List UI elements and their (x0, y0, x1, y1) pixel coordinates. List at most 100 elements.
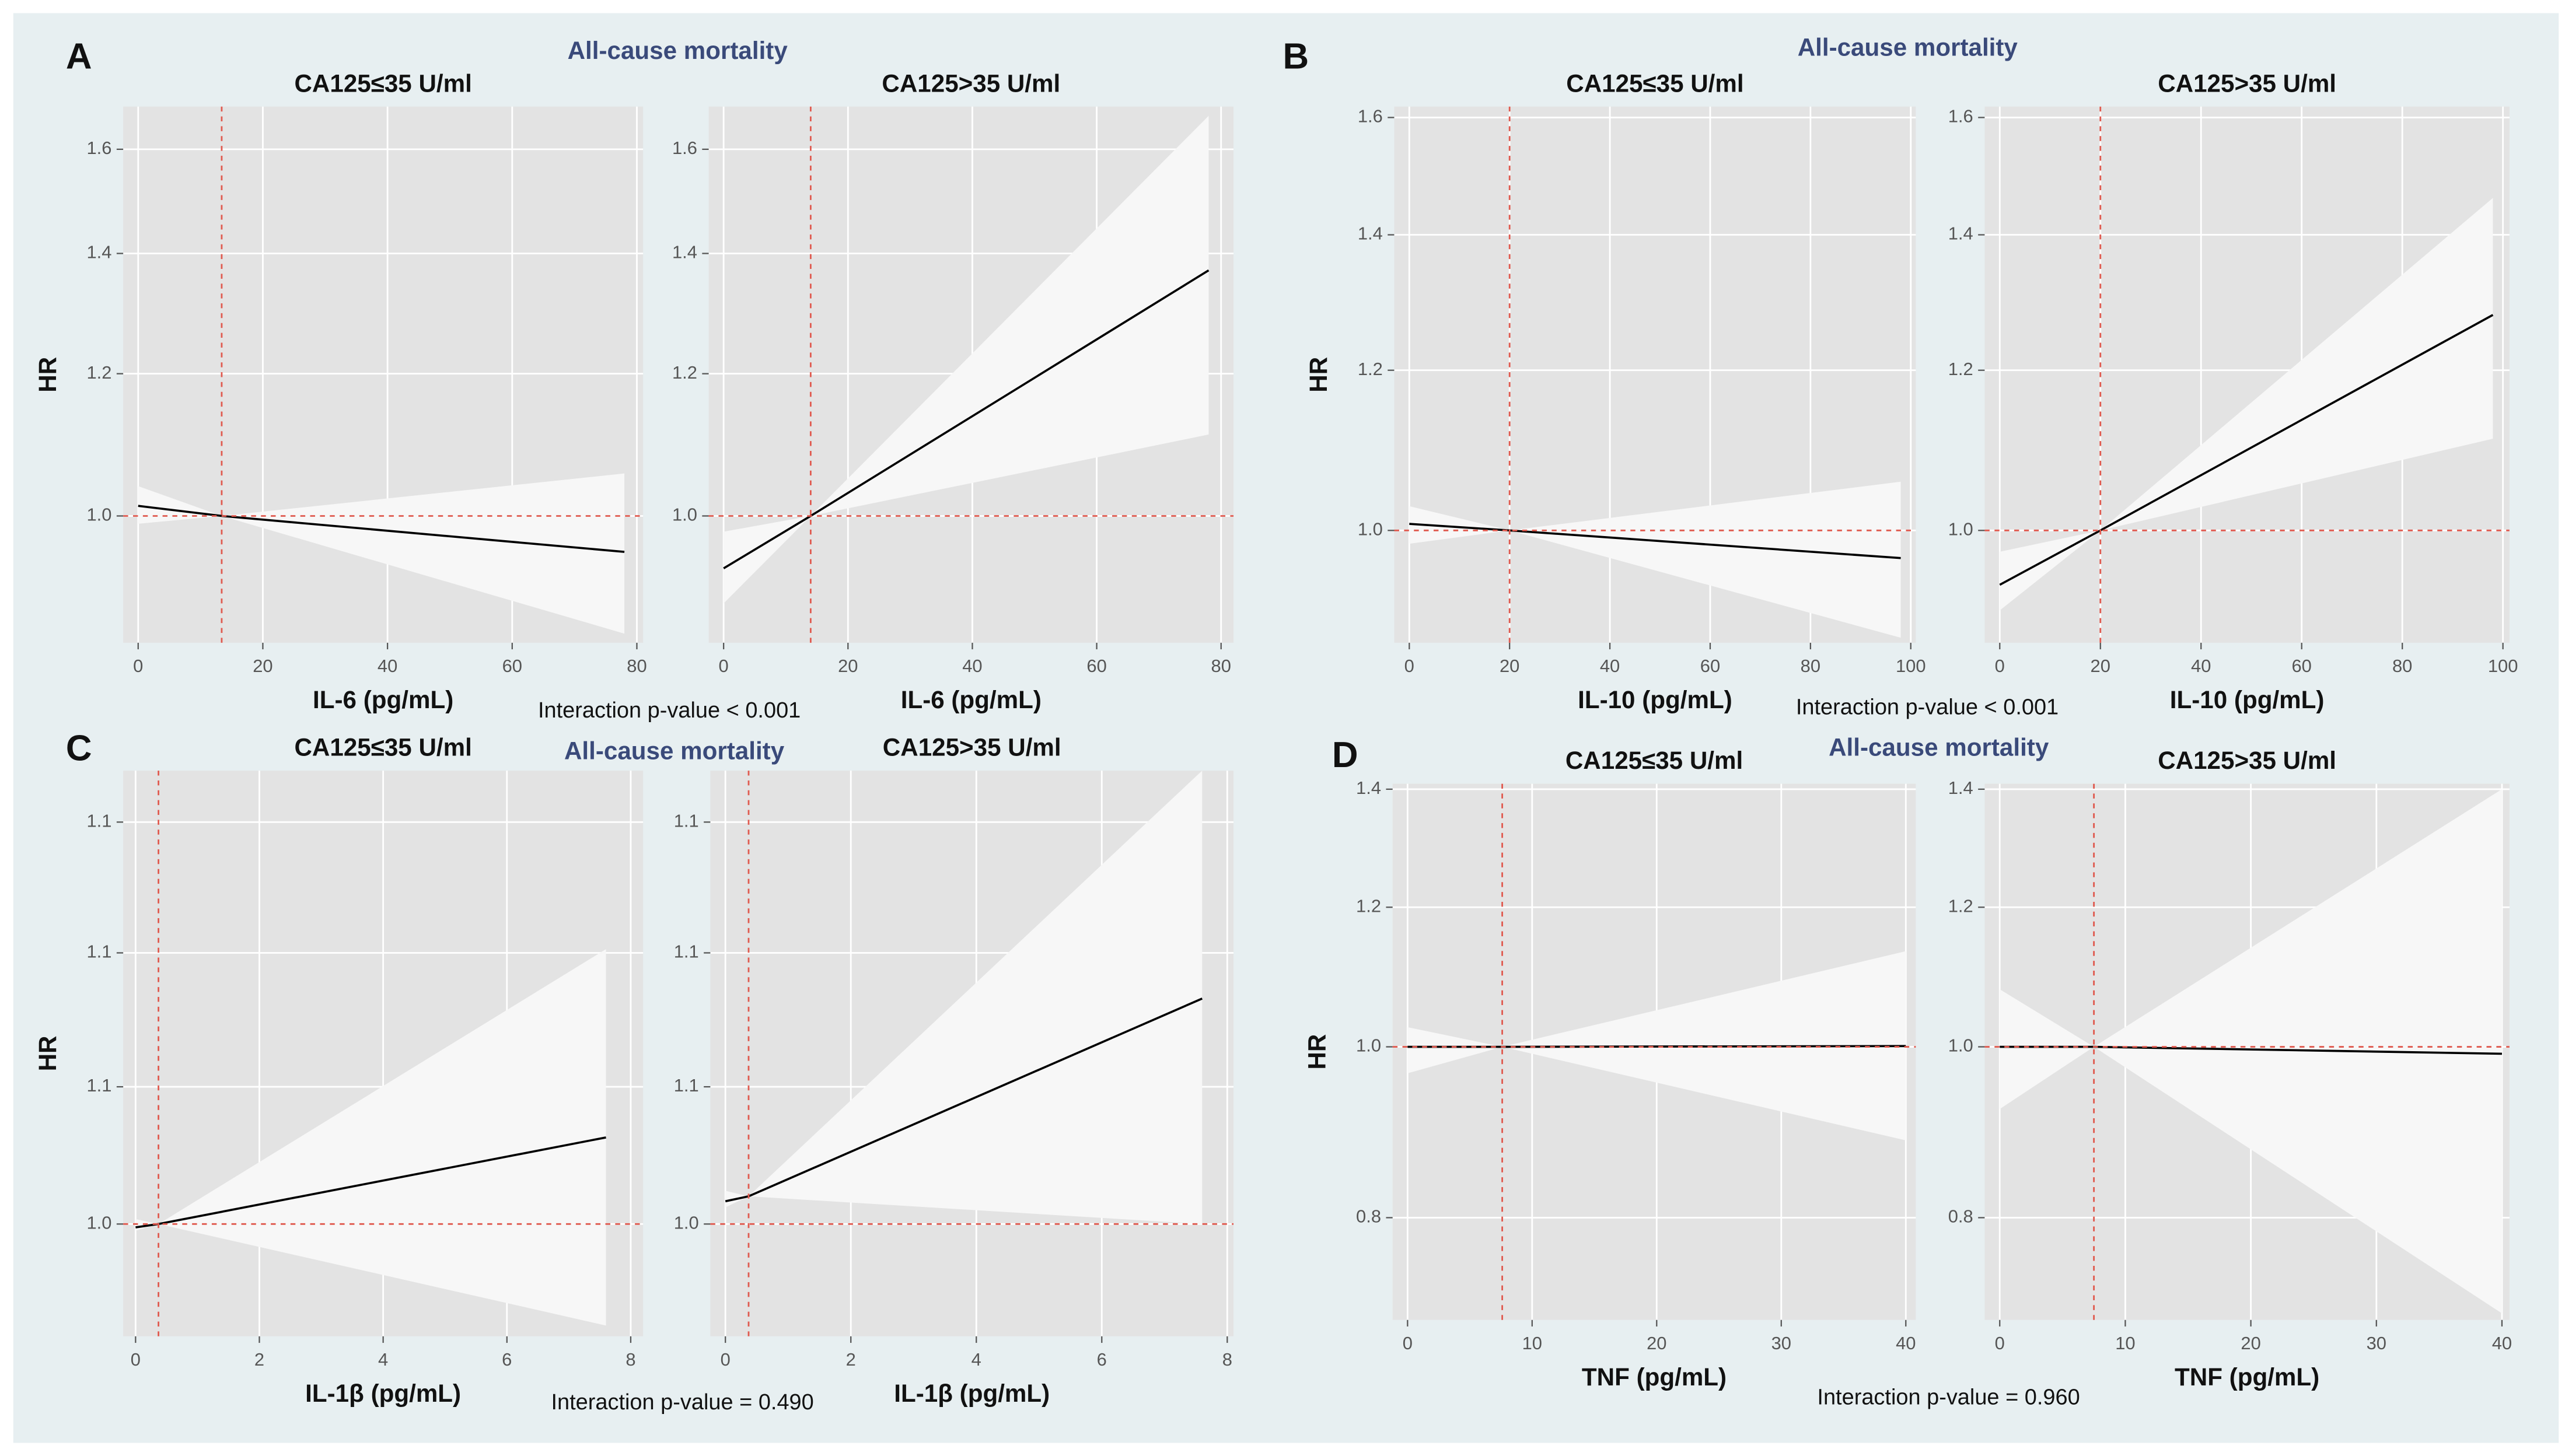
x-tick-label: 80 (2392, 656, 2412, 676)
x-tick-label: 40 (1896, 1333, 1916, 1353)
chart-title: CA125>35 U/ml (883, 734, 1061, 761)
y-tick-label: 1.1 (86, 810, 111, 831)
y-tick-label: 1.6 (86, 138, 111, 158)
interaction-note: Interaction p-value = 0.490 (551, 1390, 813, 1415)
chart-title: CA125>35 U/ml (882, 69, 1060, 97)
y-tick-label: 1.0 (1948, 1035, 1973, 1056)
y-tick-label: 1.2 (672, 362, 697, 383)
panel-letter: C (66, 729, 92, 769)
x-tick-label: 0 (721, 1349, 731, 1370)
y-tick-label: 0.8 (1948, 1206, 1973, 1227)
x-tick-label: 40 (1600, 656, 1620, 676)
y-tick-label: 1.6 (672, 138, 697, 158)
y-tick-label: 1.0 (1358, 519, 1383, 539)
panel-letter: A (66, 37, 92, 77)
x-tick-label: 30 (2367, 1333, 2386, 1353)
x-tick-label: 60 (502, 656, 522, 676)
y-tick-label: 1.4 (1948, 223, 1973, 244)
panel-letter: B (1283, 37, 1309, 77)
confidence-band (725, 771, 1203, 1224)
x-tick-label: 0 (719, 656, 729, 676)
x-tick-label: 20 (2241, 1333, 2260, 1353)
y-tick-label: 1.4 (672, 242, 697, 262)
y-tick-label: 1.2 (1948, 359, 1973, 379)
x-tick-label: 6 (502, 1349, 512, 1370)
y-tick-label: 1.2 (1356, 895, 1381, 916)
x-tick-label: 60 (1086, 656, 1106, 676)
y-tick-label: 1.4 (86, 242, 111, 262)
x-tick-label: 0 (1404, 656, 1414, 676)
x-tick-label: 40 (2492, 1333, 2512, 1353)
panel-heading: All-cause mortality (1798, 33, 2018, 61)
x-tick-label: 4 (378, 1349, 388, 1370)
y-tick-label: 1.4 (1356, 778, 1381, 798)
x-tick-label: 40 (962, 656, 982, 676)
x-tick-label: 100 (1896, 656, 1926, 676)
y-tick-label: 0.8 (1356, 1206, 1381, 1227)
y-tick-label: 1.2 (86, 362, 111, 383)
x-tick-label: 8 (625, 1349, 635, 1370)
y-tick-label: 1.0 (672, 505, 697, 525)
x-tick-label: 8 (1222, 1349, 1232, 1370)
confidence-band (724, 116, 1209, 604)
y-tick-label: 1.4 (1358, 223, 1383, 244)
confidence-band (1409, 481, 1901, 638)
x-axis-label: IL-10 (pg/mL) (1578, 686, 1732, 713)
panel-heading: All-cause mortality (568, 37, 788, 64)
y-axis-label: HR (34, 1036, 61, 1072)
panel-heading: All-cause mortality (564, 737, 785, 764)
x-tick-label: 80 (1801, 656, 1820, 676)
chart-title: CA125>35 U/ml (2158, 747, 2336, 774)
y-tick-label: 1.0 (674, 1213, 699, 1233)
x-tick-label: 4 (972, 1349, 981, 1370)
x-tick-label: 0 (1403, 1333, 1413, 1353)
x-axis-label: IL-6 (pg/mL) (901, 686, 1042, 713)
x-tick-label: 6 (1097, 1349, 1107, 1370)
confidence-band (2000, 789, 2502, 1314)
x-tick-label: 60 (1700, 656, 1720, 676)
y-tick-label: 1.2 (1948, 895, 1973, 916)
x-axis-label: TNF (pg/mL) (2175, 1363, 2319, 1391)
x-axis-label: IL-1β (pg/mL) (305, 1380, 461, 1407)
x-tick-label: 20 (1500, 656, 1519, 676)
x-axis-label: TNF (pg/mL) (1582, 1363, 1727, 1391)
interaction-note: Interaction p-value < 0.001 (1796, 695, 2059, 719)
y-tick-label: 1.1 (86, 1075, 111, 1096)
y-tick-label: 1.0 (1948, 519, 1973, 539)
x-tick-label: 0 (1995, 656, 2005, 676)
interaction-note: Interaction p-value < 0.001 (538, 698, 801, 723)
x-tick-label: 0 (131, 1349, 141, 1370)
chart-title: CA125≤35 U/ml (294, 734, 471, 761)
y-axis-label: HR (34, 357, 61, 393)
x-tick-label: 2 (254, 1349, 264, 1370)
y-tick-label: 1.0 (86, 505, 111, 525)
x-tick-label: 80 (627, 656, 647, 676)
panel-letter: D (1332, 735, 1358, 775)
chart-title: CA125≤35 U/ml (1565, 747, 1743, 774)
chart-title: CA125≤35 U/ml (294, 69, 471, 97)
x-tick-label: 10 (2115, 1333, 2135, 1353)
y-tick-label: 1.1 (674, 810, 699, 831)
x-tick-label: 2 (846, 1349, 856, 1370)
y-tick-label: 1.1 (674, 1075, 699, 1096)
confidence-band (135, 949, 606, 1326)
y-tick-label: 1.0 (86, 1213, 111, 1233)
y-tick-label: 1.6 (1948, 106, 1973, 127)
y-tick-label: 1.6 (1358, 106, 1383, 127)
confidence-band (2000, 198, 2493, 611)
y-tick-label: 1.1 (674, 942, 699, 962)
y-tick-label: 1.1 (86, 942, 111, 962)
x-tick-label: 0 (133, 656, 143, 676)
chart-title: CA125>35 U/ml (2158, 69, 2336, 97)
x-tick-label: 100 (2488, 656, 2518, 676)
interaction-note: Interaction p-value = 0.960 (1817, 1385, 2080, 1410)
y-tick-label: 1.0 (1356, 1035, 1381, 1056)
y-tick-label: 1.4 (1948, 778, 1973, 798)
panel-heading: All-cause mortality (1829, 734, 2049, 761)
x-tick-label: 20 (253, 656, 272, 676)
x-tick-label: 40 (378, 656, 397, 676)
y-axis-label: HR (1305, 357, 1332, 393)
x-tick-label: 0 (1995, 1333, 2005, 1353)
x-tick-label: 20 (838, 656, 858, 676)
